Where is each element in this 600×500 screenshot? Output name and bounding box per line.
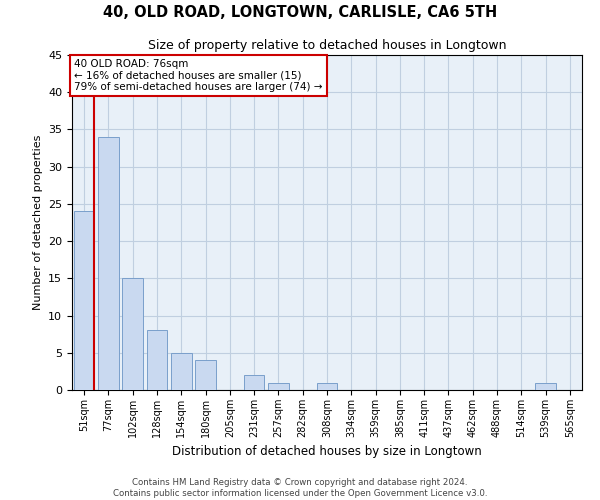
Bar [535,382,556,390]
Bar [195,360,216,390]
Y-axis label: Number of detached properties: Number of detached properties [32,135,43,310]
Title: Size of property relative to detached houses in Longtown: Size of property relative to detached ho… [148,40,506,52]
Bar [268,382,289,390]
Bar [244,375,265,390]
Bar [122,278,143,390]
Text: 40 OLD ROAD: 76sqm
← 16% of detached houses are smaller (15)
79% of semi-detache: 40 OLD ROAD: 76sqm ← 16% of detached hou… [74,58,322,92]
Bar [146,330,167,390]
Bar [317,382,337,390]
Bar [74,212,94,390]
Bar [171,353,191,390]
Text: 40, OLD ROAD, LONGTOWN, CARLISLE, CA6 5TH: 40, OLD ROAD, LONGTOWN, CARLISLE, CA6 5T… [103,5,497,20]
Text: Contains HM Land Registry data © Crown copyright and database right 2024.
Contai: Contains HM Land Registry data © Crown c… [113,478,487,498]
X-axis label: Distribution of detached houses by size in Longtown: Distribution of detached houses by size … [172,446,482,458]
Bar [98,137,119,390]
